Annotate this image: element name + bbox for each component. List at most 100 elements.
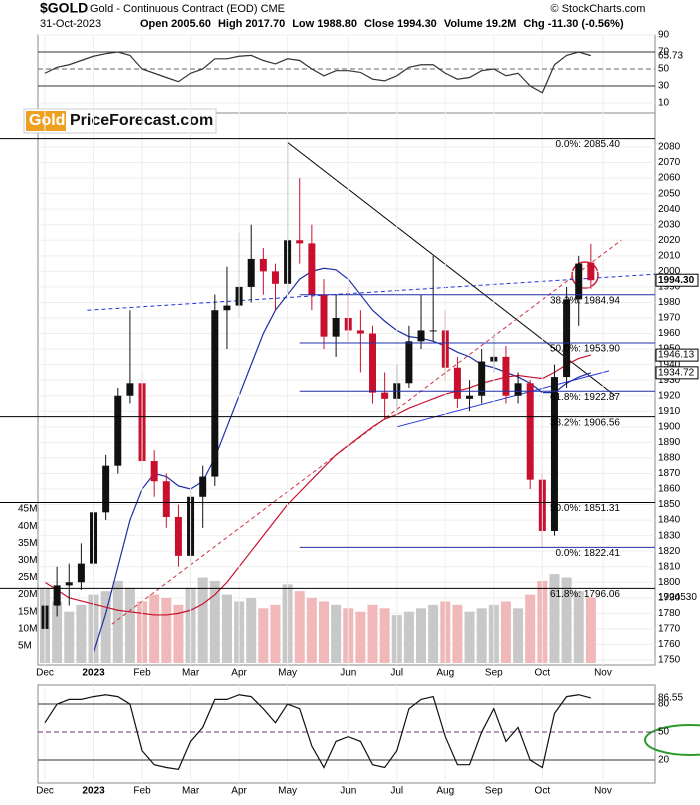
y-tick-label: 1930 <box>658 375 681 386</box>
symbol: $GOLD <box>40 0 88 16</box>
volume-bar <box>258 608 269 663</box>
candle-body <box>417 330 425 342</box>
rsi-tick-label: 50 <box>658 64 670 75</box>
fib-label: 0.0%: 2085.40 <box>556 139 621 150</box>
candle-body <box>381 392 389 399</box>
x-tick-label: May <box>278 786 297 797</box>
y-tick-label: 1910 <box>658 406 681 417</box>
volume-bar <box>573 591 584 663</box>
y-tick-label: 1980 <box>658 297 681 308</box>
volume-tick-label: 35M <box>18 538 37 549</box>
trendline <box>287 141 616 397</box>
candle-body <box>429 330 437 332</box>
y-tick-label: 1820 <box>658 546 681 557</box>
last-label: 1934.72 <box>658 367 695 378</box>
y-tick-label: 1760 <box>658 639 681 650</box>
last-label-box <box>655 348 699 362</box>
x-tick-label: Jun <box>340 786 356 797</box>
volume-tick-label: 20M <box>18 589 37 600</box>
candle-body <box>259 258 267 272</box>
stoch-tick-label: 20 <box>658 755 670 766</box>
x-tick-label: Feb <box>133 786 151 797</box>
fib-label: 61.8%: 1796.06 <box>550 589 620 600</box>
y-tick-label: 1940 <box>658 359 681 370</box>
moving-average <box>92 267 592 653</box>
rsi-tick-label: 30 <box>658 81 670 92</box>
date: 31-Oct-2023 <box>40 18 101 30</box>
volume-bar <box>64 611 75 663</box>
y-tick-label: 2020 <box>658 235 681 246</box>
candle-body <box>150 461 158 482</box>
last-label-box <box>655 273 699 287</box>
volume-bar <box>513 608 524 663</box>
fib-label: 38.2%: 1984.94 <box>550 295 620 306</box>
x-tick-label: 2023 <box>82 786 105 797</box>
volume-tick-label: 10M <box>18 623 37 634</box>
x-tick-label: Nov <box>594 786 612 797</box>
y-tick-label: 1840 <box>658 515 681 526</box>
candle-body <box>77 563 85 583</box>
x-tick-label: Oct <box>535 786 551 797</box>
volume-bar <box>124 587 135 663</box>
candle-body <box>199 476 207 497</box>
volume-bar <box>549 574 560 663</box>
rsi-line <box>44 51 592 94</box>
x-tick-label: Dec <box>36 786 54 797</box>
x-tick-label: Aug <box>436 668 454 679</box>
volume-bar <box>112 580 123 663</box>
volume-bar <box>403 611 414 663</box>
y-tick-label: 1900 <box>658 421 681 432</box>
volume-bar <box>246 598 257 663</box>
rsi-panel <box>37 34 656 114</box>
volume-bar <box>379 608 390 663</box>
candle-body <box>369 333 377 393</box>
x-tick-label: Jul <box>390 786 403 797</box>
candle-body <box>223 305 231 311</box>
candle-body <box>550 377 558 531</box>
y-tick-label: 2030 <box>658 219 681 230</box>
stat: Volume 19.2M <box>444 18 517 30</box>
fib-label: 50.0%: 1851.31 <box>550 503 620 514</box>
x-tick-label: Mar <box>182 668 200 679</box>
candle-body <box>587 262 595 281</box>
volume-bar <box>318 601 329 663</box>
y-tick-label: 1960 <box>658 328 681 339</box>
candle-body <box>308 243 316 295</box>
rsi-last: 65.73 <box>658 50 683 61</box>
y-tick-label: 1750 <box>658 655 681 666</box>
candle-body <box>296 240 304 244</box>
trendline <box>111 239 622 625</box>
volume-bar <box>76 604 87 663</box>
y-tick-label: 1890 <box>658 437 681 448</box>
volume-bar <box>149 594 160 663</box>
x-tick-label: Apr <box>231 668 247 679</box>
volume-bar <box>428 604 439 663</box>
volume-tick-label: 45M <box>18 504 37 515</box>
fib-label: 61.8%: 1922.87 <box>550 392 620 403</box>
volume-bar <box>294 591 305 663</box>
rsi-tick-label: 70 <box>658 47 670 58</box>
x-tick-label: Sep <box>485 786 503 797</box>
volume-bar <box>464 611 475 663</box>
candle-body <box>162 481 170 517</box>
candle-body <box>271 271 279 284</box>
y-tick-label: 1790 <box>658 592 681 603</box>
candle-body <box>502 356 510 396</box>
fib-label: 0.0%: 1822.41 <box>556 548 621 559</box>
candle-body <box>53 585 61 606</box>
x-tick-label: Nov <box>594 668 612 679</box>
candle-body <box>466 395 474 399</box>
y-tick-label: 1810 <box>658 561 681 572</box>
x-tick-label: Mar <box>182 786 200 797</box>
volume-bar <box>100 591 111 663</box>
volume-last-label: 1924530 <box>658 592 697 603</box>
y-tick-label: 1780 <box>658 608 681 619</box>
rsi-tick-label: 90 <box>658 30 670 41</box>
volume-bar <box>355 611 366 663</box>
candle-body <box>575 263 583 300</box>
candle-body <box>356 330 364 334</box>
y-tick-label: 1970 <box>658 313 681 324</box>
rsi-tick-label: 10 <box>658 98 670 109</box>
candle-body <box>174 516 182 556</box>
